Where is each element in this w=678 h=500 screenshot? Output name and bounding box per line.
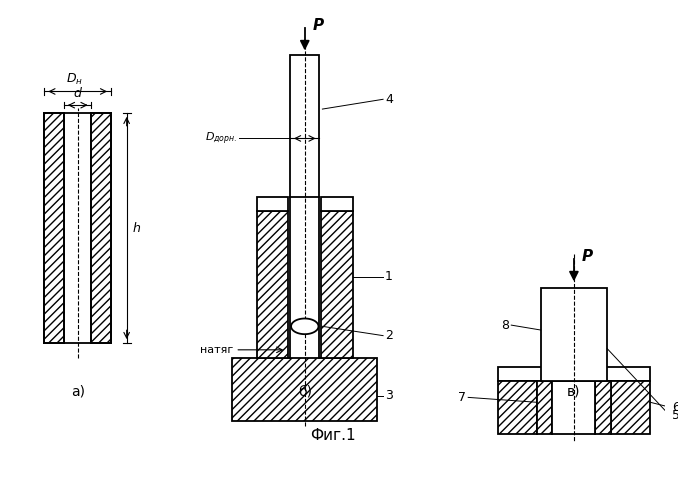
Bar [290,55,319,197]
Bar [540,288,607,381]
Bar [321,211,353,358]
Text: 1: 1 [385,270,393,283]
Bar [92,113,111,343]
Bar [498,368,650,381]
Text: $d$: $d$ [73,86,83,101]
Text: 5: 5 [672,409,678,422]
Text: а): а) [71,385,85,399]
Text: $h$: $h$ [132,221,140,235]
Text: $D_н$: $D_н$ [66,72,83,86]
Polygon shape [291,318,319,334]
Text: 8: 8 [501,318,509,332]
Bar [537,381,553,434]
Text: 2: 2 [385,329,393,342]
Text: 7: 7 [458,391,466,404]
Bar [257,197,288,211]
Bar [321,197,353,211]
Text: натяг: натяг [200,345,233,355]
Text: Фиг.1: Фиг.1 [311,428,356,444]
Text: 3: 3 [385,390,393,402]
Bar [45,113,64,343]
Text: P: P [313,18,323,34]
Text: P: P [582,250,593,264]
Bar [611,381,650,434]
Bar [233,358,377,422]
Bar [553,381,595,434]
Bar [257,211,288,358]
Text: 4: 4 [385,93,393,106]
Text: $D_{дорн.}$: $D_{дорн.}$ [205,130,237,146]
Bar [595,381,611,434]
Bar [498,381,537,434]
Text: б): б) [298,385,312,399]
Text: в): в) [567,385,580,399]
Text: 6: 6 [672,400,678,413]
